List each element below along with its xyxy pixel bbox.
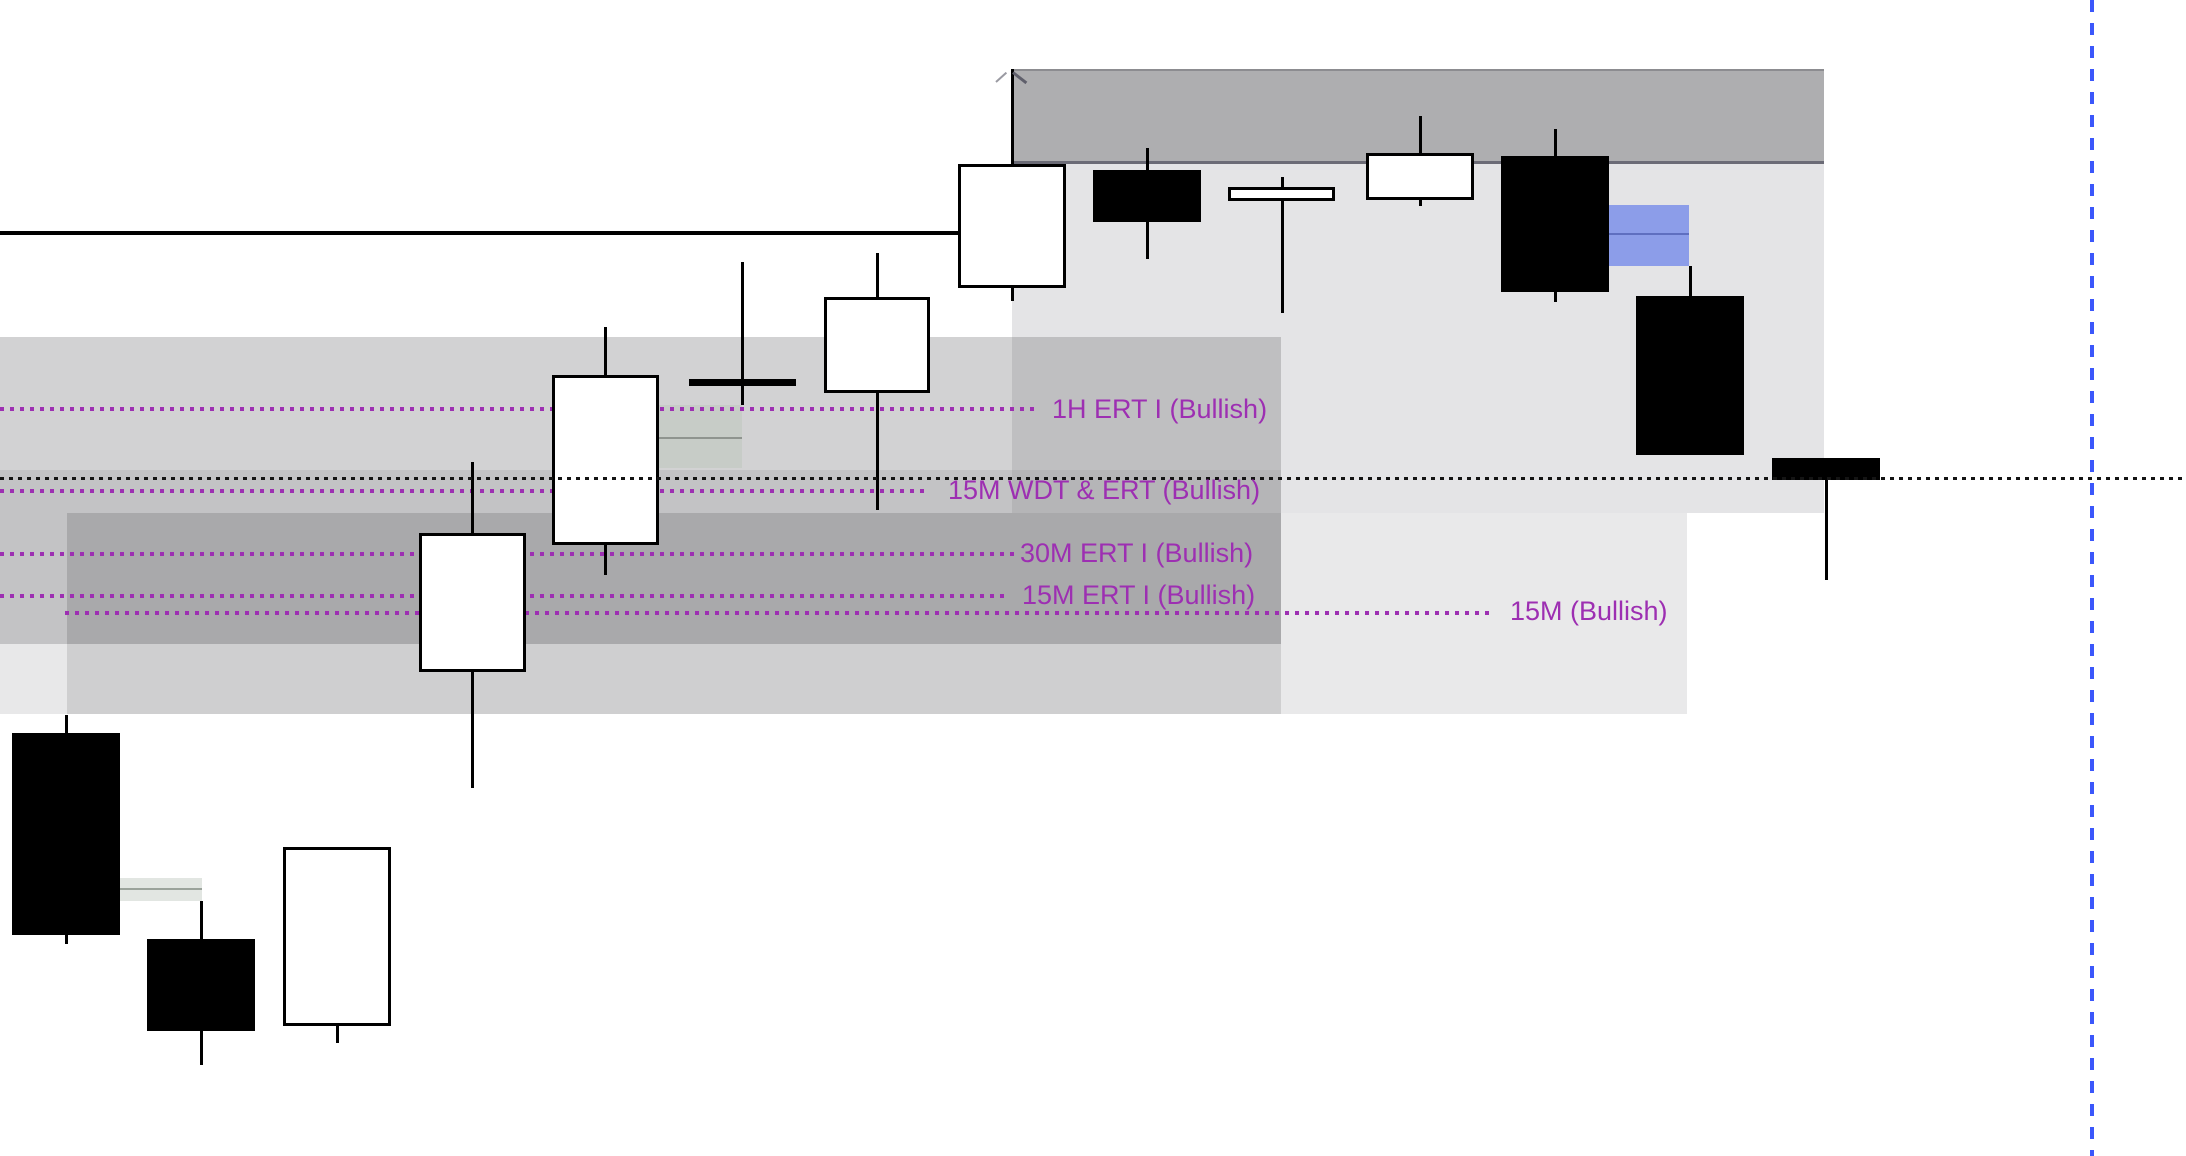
signal-label-1h-ert[interactable]: 1H ERT I (Bullish) <box>1052 393 1268 424</box>
session-open-vline[interactable] <box>2090 0 2094 1156</box>
candle-5-body <box>552 375 659 545</box>
fvg-box-green-2-midline <box>659 437 742 439</box>
candle-12-body <box>1501 156 1609 292</box>
zone-left-3-sliver <box>0 513 67 644</box>
fvg-box-blue-midline <box>1607 233 1689 235</box>
candle-6-wick <box>741 262 744 405</box>
zone-left-4 <box>67 644 1281 714</box>
signal-label-15m-ert[interactable]: 15M ERT I (Bullish) <box>1022 579 1256 610</box>
candle-14-body <box>1772 458 1880 480</box>
fvg-box-green-2[interactable] <box>659 405 742 468</box>
candle-3-body <box>283 847 391 1026</box>
signal-label-30m-ert[interactable]: 30M ERT I (Bullish) <box>1020 537 1254 568</box>
candle-7-body <box>824 297 930 393</box>
fvg-box-blue[interactable] <box>1607 205 1689 266</box>
signal-line-1h-ert[interactable] <box>0 407 1040 411</box>
fvg-box-green-1[interactable] <box>120 878 202 901</box>
zone-left-4-sliver <box>0 644 67 714</box>
candle-10-wick <box>1281 177 1284 313</box>
candle-9-body <box>1093 170 1201 222</box>
candle-11-body <box>1366 153 1474 200</box>
signal-line-15m-wdt-ert[interactable] <box>0 489 930 493</box>
candle-14-wick <box>1825 458 1828 580</box>
resize-handle-icon <box>995 71 1008 83</box>
signal-label-15m[interactable]: 15M (Bullish) <box>1510 595 1668 626</box>
candle-1-body <box>12 733 120 935</box>
zone-left-3 <box>67 513 1281 644</box>
candle-13-body <box>1636 296 1744 455</box>
fvg-box-green-1-midline <box>120 888 202 890</box>
signal-line-15m[interactable] <box>65 611 1495 615</box>
structure-break-line[interactable] <box>0 231 958 235</box>
candle-6-body <box>689 379 796 386</box>
candle-2-body <box>147 939 255 1031</box>
candle-8-body <box>958 164 1066 288</box>
supply-box-top <box>1012 69 1824 164</box>
signal-label-15m-wdt-ert[interactable]: 15M WDT & ERT (Bullish) <box>948 474 1261 505</box>
candle-10-body <box>1228 187 1335 201</box>
zone-left-1-overlap <box>1012 337 1281 470</box>
price-level-dotted-line[interactable] <box>0 477 2186 480</box>
candle-4-body <box>419 533 526 672</box>
